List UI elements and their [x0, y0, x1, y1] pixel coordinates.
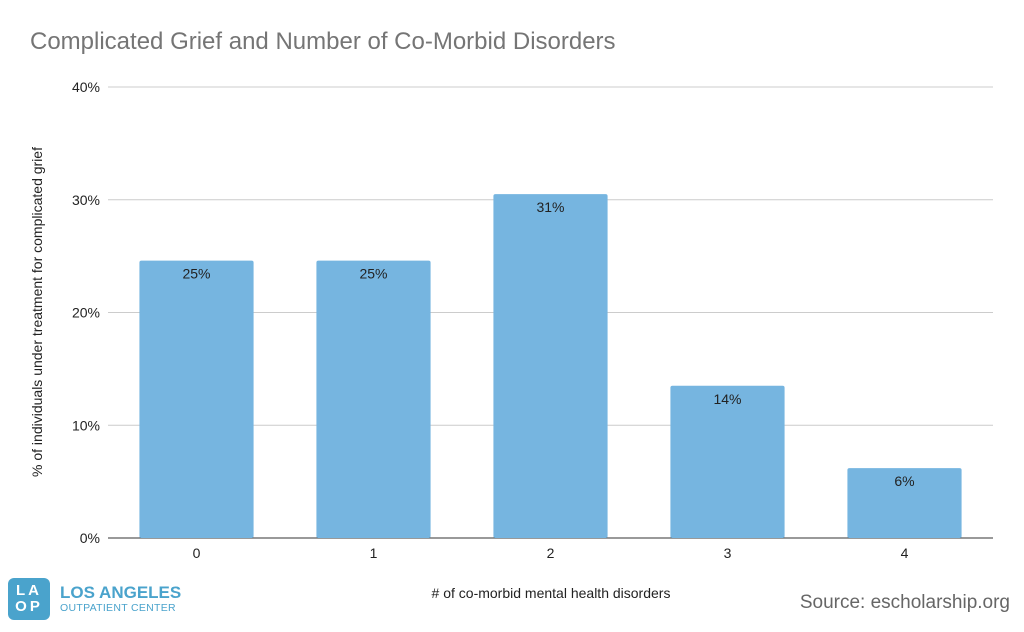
- x-tick-label: 1: [370, 545, 378, 561]
- source-text: Source: escholarship.org: [799, 592, 1010, 613]
- bar: [670, 385, 785, 538]
- x-axis-label: # of co-morbid mental health disorders: [432, 585, 671, 601]
- x-tick-label: 3: [724, 545, 732, 561]
- y-axis-label: % of individuals under treatment for com…: [29, 147, 45, 477]
- y-tick-label: 40%: [72, 79, 100, 95]
- logo-line1: LOS ANGELES: [60, 583, 182, 602]
- y-tick-label: 20%: [72, 305, 100, 321]
- y-tick-label: 30%: [72, 192, 100, 208]
- data-label: 25%: [359, 266, 387, 282]
- x-tick-label: 0: [193, 545, 201, 561]
- bar: [847, 468, 962, 538]
- data-label: 31%: [536, 199, 564, 215]
- y-tick-label: 10%: [72, 417, 100, 433]
- x-tick-label: 4: [901, 545, 909, 561]
- bar: [316, 260, 431, 538]
- data-label: 14%: [713, 391, 741, 407]
- data-label: 25%: [182, 266, 210, 282]
- y-tick-label: 0%: [80, 530, 100, 546]
- logo-mark: LA OP: [8, 578, 50, 620]
- logo: LA OP LOS ANGELES OUTPATIENT CENTER: [8, 578, 181, 620]
- logo-mark-bottom: OP: [15, 598, 43, 615]
- data-label: 6%: [894, 473, 914, 489]
- logo-mark-top: LA: [16, 582, 42, 599]
- x-tick-label: 2: [547, 545, 555, 561]
- chart-title: Complicated Grief and Number of Co-Morbi…: [30, 28, 616, 55]
- bar: [493, 194, 608, 539]
- logo-line2: OUTPATIENT CENTER: [60, 602, 176, 614]
- bar: [139, 260, 254, 538]
